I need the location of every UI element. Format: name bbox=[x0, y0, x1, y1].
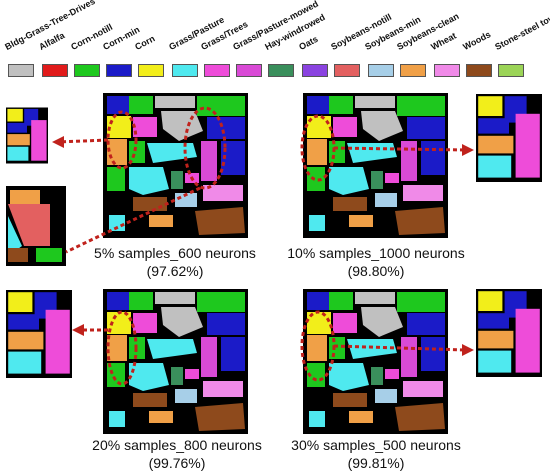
legend-swatch-corn-min bbox=[106, 64, 132, 77]
zoom-arrows bbox=[300, 114, 474, 182]
legend-label-corn: Corn bbox=[133, 33, 157, 52]
caption-accuracy: (98.80%) bbox=[347, 263, 405, 279]
panel-caption: 20% samples_800 neurons (99.76%) bbox=[82, 436, 272, 472]
legend-swatch-grass-pasture bbox=[172, 64, 198, 77]
legend-swatch-soybeans-notill bbox=[334, 64, 360, 77]
zoom-arrows bbox=[300, 310, 474, 382]
caption-accuracy: (99.81%) bbox=[347, 455, 405, 471]
caption-title: 10% samples_1000 neurons bbox=[287, 245, 465, 261]
legend-swatch-hay-windrowed bbox=[268, 64, 294, 77]
legend-swatch-grass-pasture-mowed bbox=[236, 64, 262, 77]
legend-swatch-stone-steel-towers bbox=[498, 64, 524, 77]
legend-swatch-corn bbox=[138, 64, 164, 77]
legend-swatch-bldg-grass-tree-drives bbox=[8, 64, 34, 77]
zoom-arrows bbox=[52, 106, 227, 254]
caption-title: 5% samples_600 neurons bbox=[94, 245, 256, 261]
legend-label-woods: Woods bbox=[461, 29, 493, 52]
legend-swatch-soybeans-clean bbox=[400, 64, 426, 77]
caption-title: 20% samples_800 neurons bbox=[92, 437, 262, 453]
panel-caption: 30% samples_500 neurons (99.81%) bbox=[280, 436, 472, 472]
legend: Bldg-Grass-Tree-Drives Alfalfa Corn-noti… bbox=[3, 0, 550, 82]
caption-accuracy: (99.76%) bbox=[148, 455, 206, 471]
legend-swatch-oats bbox=[302, 64, 328, 77]
legend-swatch-woods bbox=[466, 64, 492, 77]
legend-swatch-soybeans-min bbox=[368, 64, 394, 77]
legend-swatch-corn-notill bbox=[74, 64, 100, 77]
legend-swatch-wheat bbox=[434, 64, 460, 77]
legend-label-oats: Oats bbox=[297, 33, 320, 52]
panel-caption: 10% samples_1000 neurons (98.80%) bbox=[280, 244, 472, 280]
legend-swatch-alfalfa bbox=[42, 64, 68, 77]
caption-accuracy: (97.62%) bbox=[146, 263, 204, 279]
panel-caption: 5% samples_600 neurons (97.62%) bbox=[80, 244, 270, 280]
caption-title: 30% samples_500 neurons bbox=[291, 437, 461, 453]
legend-swatch-grass-trees bbox=[204, 64, 230, 77]
legend-label-stone-steel-towers: Stone-steel towers bbox=[493, 5, 550, 52]
zoom-arrows bbox=[72, 310, 138, 386]
